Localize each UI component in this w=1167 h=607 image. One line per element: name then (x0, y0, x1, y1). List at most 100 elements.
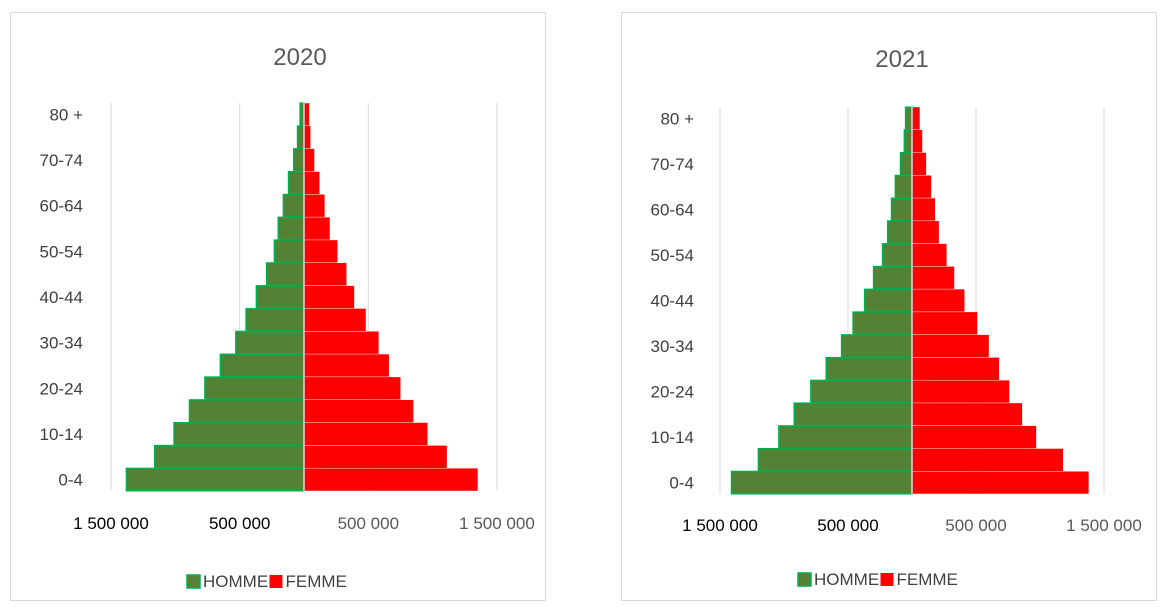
bar-femme-75-79 (912, 129, 923, 153)
bar-homme-70-74 (899, 152, 913, 176)
bar-homme-40-44 (863, 288, 913, 313)
bar-femme-60-64 (304, 194, 325, 217)
bar-homme-15-19 (188, 399, 305, 424)
bar-femme-50-54 (304, 240, 338, 263)
bar-homme-75-79 (903, 129, 913, 154)
bar-femme-35-39 (912, 312, 978, 335)
bar-femme-50-54 (912, 243, 947, 267)
category-label: 60-64 (651, 200, 694, 219)
legend-label-homme: HOMME (814, 570, 879, 589)
bar-femme-40-44 (304, 285, 355, 309)
bar-homme-25-29 (219, 353, 305, 378)
category-label: 20-24 (651, 383, 694, 402)
bar-femme-20-24 (912, 380, 1010, 403)
bar-homme-55-59 (886, 220, 913, 245)
pyramid-chart-2021: 2021 0-4 10-14 20-24 30-34 40-44 50-54 60-64 70-… (651, 46, 1142, 589)
bar-homme-30-34 (235, 330, 305, 355)
bar-femme-10-14 (912, 425, 1037, 449)
bar-homme-50-54 (881, 243, 913, 267)
category-label: 80 + (49, 105, 83, 124)
bar-homme-30-34 (840, 334, 913, 358)
x-tick-label: 500 000 (817, 516, 878, 535)
bar-homme-60-64 (282, 193, 305, 218)
bar-homme-45-49 (872, 265, 913, 290)
bar-femme-15-19 (304, 399, 414, 423)
bar-femme-25-29 (912, 357, 1000, 380)
x-tick-label: 1 500 000 (459, 514, 535, 533)
bar-femme-40-44 (912, 289, 965, 312)
bar-homme-65-69 (894, 174, 913, 199)
bar-homme-10-14 (778, 425, 913, 449)
chart-title: 2021 (875, 46, 928, 73)
bar-homme-25-29 (825, 356, 913, 381)
bar-homme-60-64 (890, 197, 913, 222)
bar-homme-80+ (904, 106, 913, 131)
bar-homme-75-79 (296, 125, 305, 150)
bar-homme-55-59 (277, 216, 305, 241)
bar-homme-10-14 (173, 422, 305, 446)
bar-femme-10-14 (304, 422, 428, 446)
category-label: 30-34 (651, 337, 694, 356)
bar-homme-35-39 (245, 307, 305, 332)
legend-swatch-femme (880, 573, 894, 586)
bar-femme-30-34 (912, 334, 989, 358)
bar-homme-15-19 (793, 402, 913, 427)
x-tick-label: 1 500 000 (1066, 516, 1142, 535)
legend-swatch-femme (269, 575, 283, 588)
x-tick-label: 1 500 000 (73, 514, 149, 533)
category-label: 30-34 (40, 334, 83, 353)
bar-homme-40-44 (255, 285, 305, 309)
bar-femme-20-24 (304, 377, 401, 400)
bar-femme-15-19 (912, 403, 1023, 426)
category-label: 50-54 (651, 246, 694, 265)
bar-homme-70-74 (292, 148, 305, 172)
category-label: 40-44 (651, 292, 694, 311)
bar-femme-45-49 (304, 262, 347, 286)
legend-label-femme: FEMME (897, 570, 958, 589)
bar-femme-25-29 (304, 354, 389, 377)
category-label: 70-74 (651, 155, 694, 174)
chart-title: 2020 (273, 44, 326, 71)
x-tick-label: 500 000 (338, 514, 399, 533)
category-label: 40-44 (40, 288, 83, 307)
bar-homme-0-4 (730, 470, 913, 495)
category-label: 60-64 (40, 197, 83, 216)
bar-femme-5-9 (304, 445, 447, 468)
bar-femme-0-4 (912, 471, 1089, 494)
x-tick-label: 500 000 (945, 516, 1006, 535)
bar-femme-70-74 (912, 152, 927, 176)
legend-label-femme: FEMME (286, 572, 347, 591)
bar-homme-35-39 (852, 311, 913, 336)
bar-femme-55-59 (304, 217, 330, 240)
bar-homme-0-4 (125, 467, 305, 492)
bar-femme-80+ (912, 107, 920, 130)
category-label: 50-54 (40, 242, 83, 261)
bar-femme-75-79 (304, 126, 311, 149)
bar-femme-5-9 (912, 448, 1064, 472)
bar-femme-70-74 (304, 148, 315, 172)
bar-homme-20-24 (204, 376, 305, 401)
chart-panel-2021: 2021 0-4 10-14 20-24 30-34 40-44 50-54 60-64 70-… (621, 12, 1157, 601)
bar-homme-65-69 (287, 170, 305, 195)
category-label: 10-14 (40, 425, 83, 444)
bar-femme-30-34 (304, 331, 379, 354)
legend-swatch-homme (797, 572, 812, 587)
bar-homme-20-24 (810, 379, 913, 404)
legend-swatch-homme (186, 574, 201, 589)
bar-femme-65-69 (912, 175, 932, 198)
pyramid-chart-2020: 2020 0-4 10-14 20-24 30-34 40-44 50-54 60-64 70-… (40, 44, 535, 591)
bar-homme-5-9 (757, 447, 913, 472)
bar-homme-5-9 (153, 444, 305, 469)
category-label: 0-4 (669, 474, 694, 493)
bar-femme-80+ (304, 103, 310, 126)
bar-femme-0-4 (304, 468, 478, 491)
x-tick-label: 1 500 000 (682, 516, 758, 535)
chart-panel-2020: 2020 0-4 10-14 20-24 30-34 40-44 50-54 60-64 70-… (10, 12, 546, 601)
bar-femme-45-49 (912, 266, 955, 289)
x-tick-label: 500 000 (209, 514, 270, 533)
category-label: 10-14 (651, 428, 694, 447)
bar-femme-65-69 (304, 171, 320, 195)
bar-femme-55-59 (912, 221, 939, 244)
category-label: 80 + (660, 109, 694, 128)
bar-femme-60-64 (912, 198, 936, 221)
